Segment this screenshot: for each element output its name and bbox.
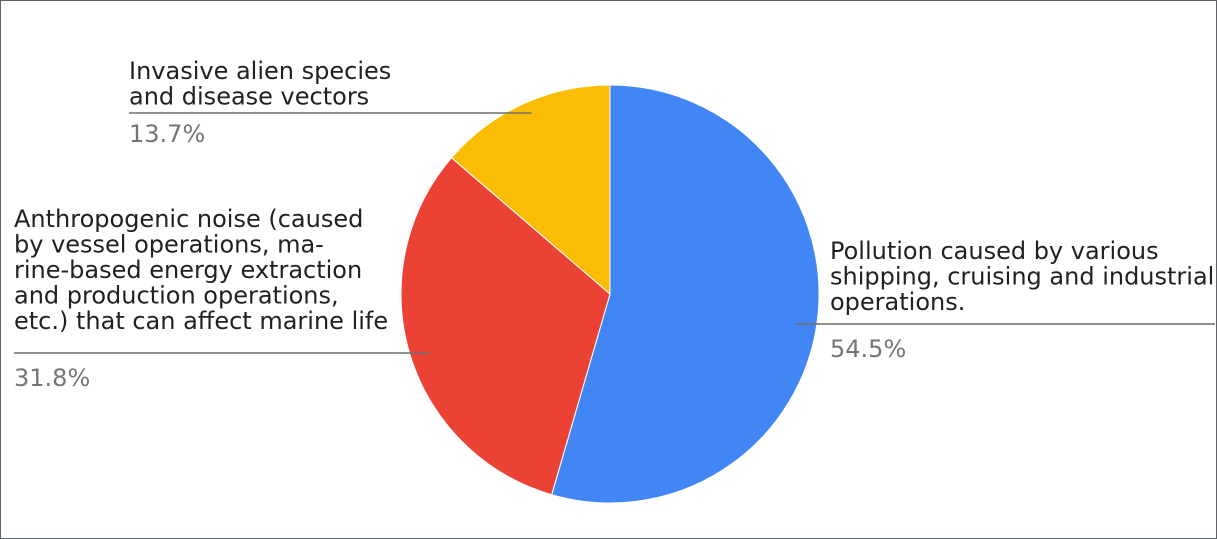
- slice-labels: Pollution caused by various shipping, cru…: [14, 57, 1215, 392]
- label-pollution: Pollution caused by various shipping, cru…: [830, 237, 1214, 316]
- pct-pollution: 54.5%: [830, 335, 906, 363]
- label-pollution-line: shipping, cruising and industrial: [830, 263, 1214, 291]
- pct-anthropogenic-noise: 31.8%: [14, 364, 90, 392]
- label-anthropogenic-noise-line: by vessel operations, ma-: [14, 231, 324, 259]
- label-anthropogenic-noise: Anthropogenic noise (caused by vessel ope…: [14, 205, 388, 335]
- label-anthropogenic-noise-line: and production operations,: [14, 282, 339, 310]
- slice-invasive-species: [450, 84, 611, 296]
- label-invasive-species: Invasive alien species and disease vector…: [129, 57, 391, 111]
- pct-invasive-species: 13.7%: [129, 120, 205, 148]
- label-anthropogenic-noise-line: Anthropogenic noise (caused: [14, 205, 363, 233]
- label-invasive-species-line: and disease vectors: [129, 83, 369, 111]
- label-invasive-species-line: Invasive alien species: [129, 57, 391, 85]
- label-anthropogenic-noise-line: etc.) that can affect marine life: [14, 307, 388, 335]
- label-anthropogenic-noise-line: rine-based energy extraction: [14, 256, 362, 284]
- label-pollution-line: Pollution caused by various: [830, 237, 1159, 265]
- pie-slices: [400, 84, 820, 504]
- label-pollution-line: operations.: [830, 288, 965, 316]
